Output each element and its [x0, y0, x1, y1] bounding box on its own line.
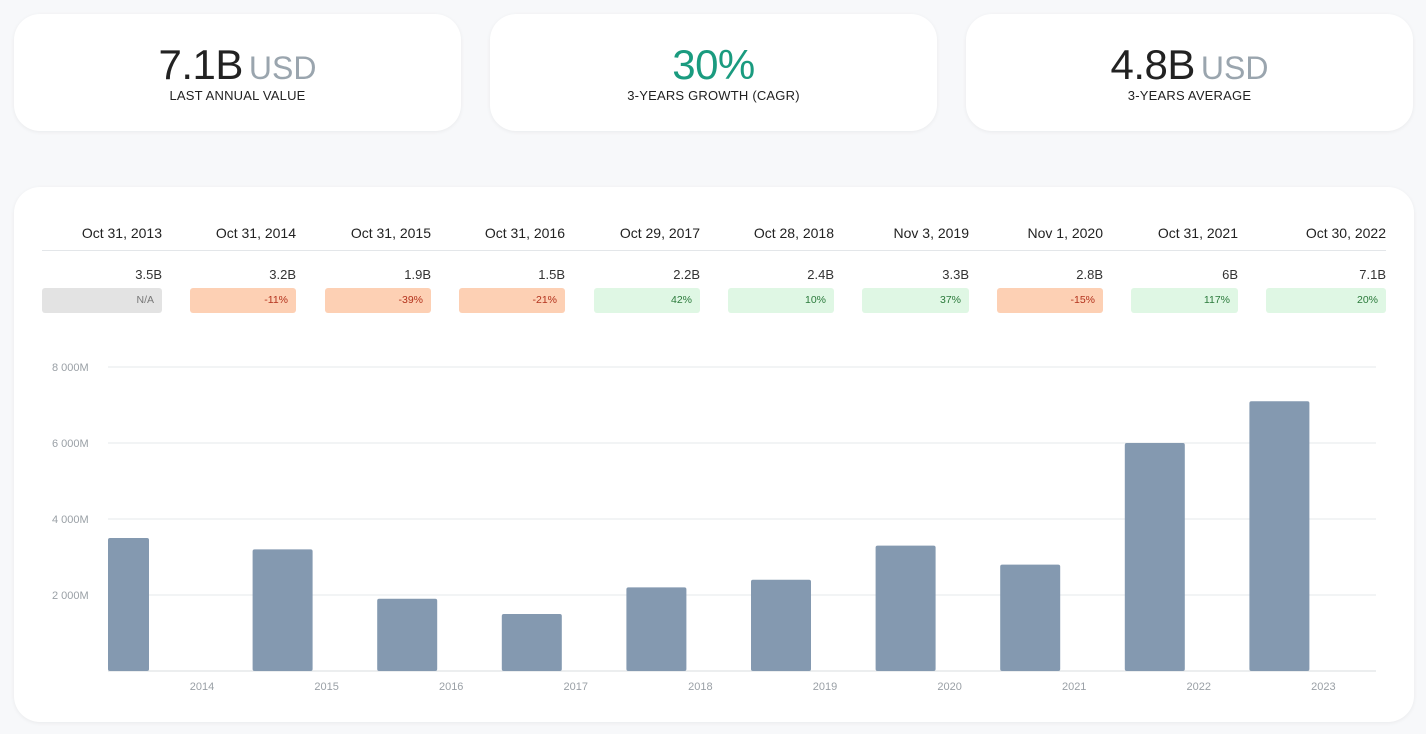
change-badge: 37%	[862, 288, 969, 313]
column-date: Nov 3, 2019	[893, 225, 970, 241]
x-tick-label: 2015	[314, 681, 338, 693]
column-date: Oct 29, 2017	[619, 225, 700, 241]
y-tick-label: 8 000M	[52, 362, 89, 374]
change-badge: -11%	[190, 288, 296, 313]
bar-2022[interactable]	[1249, 401, 1310, 671]
x-tick-label: 2020	[937, 681, 961, 693]
change-badge: -21%	[459, 288, 565, 313]
column-date: Oct 30, 2022	[1305, 225, 1386, 241]
bar-2018[interactable]	[751, 579, 811, 671]
x-tick-label: 2014	[190, 681, 214, 693]
annual-value-bar-chart: 2 000M 4 000M 6 000M 8 000M 2014 2015 2016 2017…	[52, 362, 1376, 693]
column-amount: 2.2B	[673, 267, 700, 282]
x-tick-label: 2017	[564, 681, 588, 693]
column-amount: 6B	[1222, 267, 1238, 282]
x-tick-label: 2016	[439, 681, 463, 693]
y-tick-label: 2 000M	[52, 590, 89, 602]
kpi-label: 3-YEARS GROWTH (CAGR)	[627, 88, 800, 103]
kpi-value: 4.8B	[1110, 41, 1196, 88]
bar-2021[interactable]	[1124, 443, 1185, 671]
kpi-unit: USD	[248, 50, 317, 86]
bar-2017[interactable]	[626, 587, 687, 671]
change-badge: N/A	[42, 288, 162, 313]
column-date: Oct 31, 2013	[81, 225, 162, 241]
x-tick-label: 2021	[1062, 681, 1086, 693]
column-amount: 1.5B	[538, 267, 565, 282]
column-amount: 3.5B	[135, 267, 162, 282]
bar-2014[interactable]	[252, 549, 313, 671]
x-tick-label: 2018	[688, 681, 712, 693]
kpi-card-cagr: 30% 3-YEARS GROWTH (CAGR)	[490, 14, 937, 131]
kpi-value: 7.1B	[158, 41, 244, 88]
bar-2015[interactable]	[377, 598, 438, 671]
kpi-label: 3-YEARS AVERAGE	[1127, 88, 1252, 103]
change-badge: -39%	[325, 288, 431, 313]
kpi-value: 30%	[672, 41, 755, 88]
kpi-unit: USD	[1200, 50, 1269, 86]
column-date: Oct 28, 2018	[753, 225, 834, 241]
column-amount: 2.8B	[1076, 267, 1103, 282]
column-date: Oct 31, 2015	[350, 225, 431, 241]
kpi-card-3yr-average: 4.8B USD 3-YEARS AVERAGE	[966, 14, 1413, 131]
bar-2020[interactable]	[1000, 564, 1061, 671]
column-amount: 3.3B	[942, 267, 969, 282]
column-date: Oct 31, 2016	[484, 225, 565, 241]
y-tick-label: 6 000M	[52, 438, 89, 450]
column-amount: 1.9B	[404, 267, 431, 282]
dates-header-row	[42, 225, 1386, 251]
change-badge: 117%	[1131, 288, 1238, 313]
change-badge: 20%	[1266, 288, 1386, 313]
column-date: Oct 31, 2021	[1157, 225, 1238, 241]
column-amount: 3.2B	[269, 267, 296, 282]
y-tick-label: 4 000M	[52, 514, 89, 526]
bar-2016[interactable]	[501, 614, 562, 671]
column-date: Nov 1, 2020	[1027, 225, 1104, 241]
change-badge: 42%	[594, 288, 700, 313]
column-amount: 7.1B	[1359, 267, 1386, 282]
column-date: Oct 31, 2014	[215, 225, 296, 241]
history-panel: Oct 31, 2013 3.5B N/A Oct 31, 2014 3.2B -11% O…	[14, 187, 1414, 722]
column-amount: 2.4B	[807, 267, 834, 282]
change-badge: -15%	[997, 288, 1103, 313]
kpi-card-last-annual-value: 7.1B USD LAST ANNUAL VALUE	[14, 14, 461, 131]
bar-2019[interactable]	[875, 545, 936, 671]
x-tick-label: 2023	[1311, 681, 1335, 693]
bar-2013[interactable]	[108, 538, 149, 671]
x-tick-label: 2019	[813, 681, 837, 693]
change-badge: 10%	[728, 288, 834, 313]
x-tick-label: 2022	[1187, 681, 1211, 693]
kpi-label: LAST ANNUAL VALUE	[169, 88, 306, 103]
